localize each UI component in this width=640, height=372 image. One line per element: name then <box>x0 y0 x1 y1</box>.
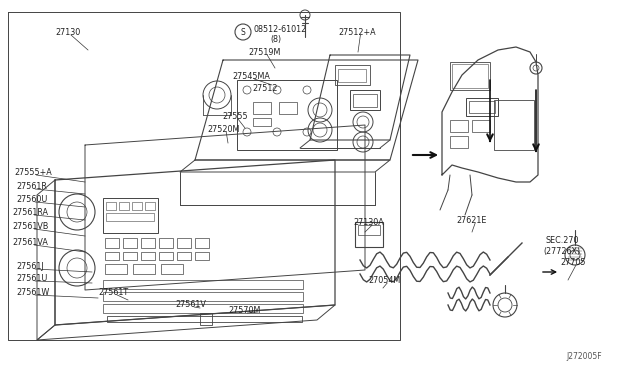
Bar <box>350 90 380 110</box>
Text: (8): (8) <box>270 35 281 44</box>
Bar <box>494 100 534 150</box>
Bar <box>105 252 119 260</box>
Bar <box>119 202 129 210</box>
Bar <box>200 313 212 325</box>
Bar <box>195 252 209 260</box>
Bar <box>237 80 337 150</box>
Text: 27519M: 27519M <box>248 48 280 57</box>
Bar <box>253 102 271 114</box>
Text: 27561VA: 27561VA <box>12 238 48 247</box>
Text: (27726X): (27726X) <box>543 247 580 256</box>
Text: 27130A: 27130A <box>353 218 384 227</box>
Bar <box>106 213 154 221</box>
Text: 08512-61012: 08512-61012 <box>253 25 307 34</box>
Bar <box>450 62 490 90</box>
Bar <box>159 238 173 248</box>
Bar <box>145 202 155 210</box>
Bar <box>177 252 191 260</box>
Bar <box>472 120 490 132</box>
Bar <box>279 102 297 114</box>
Bar <box>103 280 303 289</box>
Bar <box>107 316 302 322</box>
Text: 27054M: 27054M <box>368 276 400 285</box>
Text: 27512: 27512 <box>252 84 278 93</box>
Bar <box>177 238 191 248</box>
Bar <box>450 136 468 148</box>
Bar <box>141 252 155 260</box>
Bar <box>123 238 137 248</box>
Text: 27705: 27705 <box>560 258 586 267</box>
Text: J272005F: J272005F <box>566 352 602 361</box>
Text: 27555+A: 27555+A <box>14 168 52 177</box>
Text: 27621E: 27621E <box>456 216 486 225</box>
Bar <box>133 264 155 274</box>
Bar <box>450 120 468 132</box>
Bar <box>353 94 377 107</box>
Bar <box>469 101 495 113</box>
Text: 27561R: 27561R <box>16 182 47 191</box>
Bar <box>466 98 498 116</box>
Bar <box>106 202 116 210</box>
Text: 27512+A: 27512+A <box>338 28 376 37</box>
Bar <box>253 118 271 126</box>
Text: 27561J: 27561J <box>16 262 44 271</box>
Text: 27561V: 27561V <box>175 300 206 309</box>
Text: 27561T: 27561T <box>98 288 128 297</box>
Bar <box>103 304 303 313</box>
Text: 27561W: 27561W <box>16 288 49 297</box>
Bar <box>161 264 183 274</box>
Bar <box>123 252 137 260</box>
Bar <box>159 252 173 260</box>
Bar <box>338 69 366 82</box>
Text: SEC.270: SEC.270 <box>546 236 579 245</box>
Bar <box>132 202 142 210</box>
Bar <box>103 198 158 233</box>
Text: 27560U: 27560U <box>16 195 47 204</box>
Text: 27545MA: 27545MA <box>232 72 270 81</box>
Bar <box>358 225 380 235</box>
Bar <box>355 222 383 247</box>
Text: 27130: 27130 <box>55 28 80 37</box>
Bar <box>105 238 119 248</box>
Text: S: S <box>241 28 245 36</box>
Text: 27570M: 27570M <box>228 306 260 315</box>
Bar <box>335 65 370 85</box>
Bar <box>105 264 127 274</box>
Bar <box>103 292 303 301</box>
Bar <box>195 238 209 248</box>
Text: 27561VB: 27561VB <box>12 222 49 231</box>
Text: 27520M: 27520M <box>207 125 239 134</box>
Text: 27555: 27555 <box>222 112 248 121</box>
Bar <box>452 64 488 88</box>
Text: 27561RA: 27561RA <box>12 208 48 217</box>
Text: 27561U: 27561U <box>16 274 47 283</box>
Bar <box>141 238 155 248</box>
